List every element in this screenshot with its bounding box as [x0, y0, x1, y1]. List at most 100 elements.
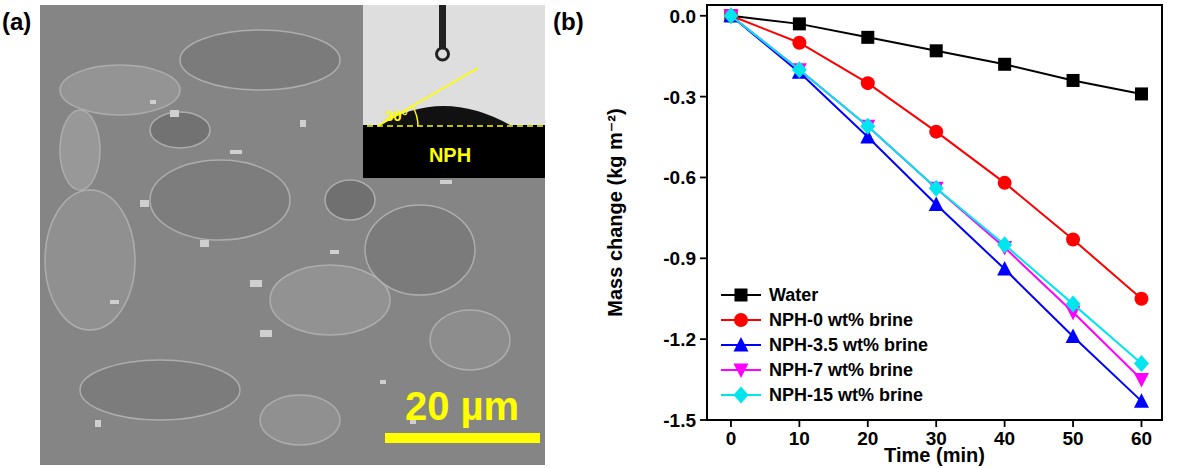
y-axis-title: Mass change (kg m⁻²): [604, 108, 626, 316]
data-point: [1134, 355, 1149, 372]
y-tick-label: -1.2: [663, 329, 696, 350]
y-tick: [700, 257, 707, 259]
data-group: [723, 7, 1149, 407]
y-tick-label: -1.5: [663, 410, 696, 431]
legend-label: NPH-15 wt% brine: [769, 385, 923, 405]
data-point: [792, 61, 807, 78]
data-point: [1135, 87, 1148, 100]
sem-particle: [300, 120, 306, 127]
x-tick: [1004, 420, 1006, 427]
series-line: [731, 16, 1142, 401]
sem-feature: [150, 112, 210, 148]
scale-bar: [385, 433, 540, 443]
data-point: [860, 118, 875, 135]
series-line: [731, 16, 1142, 364]
sem-feature: [45, 190, 135, 330]
y-tick: [700, 338, 707, 340]
inset-background: [363, 5, 545, 125]
y-tick-label: -0.6: [663, 167, 696, 188]
x-tick-label: 40: [994, 428, 1015, 449]
x-tick: [867, 420, 869, 427]
legend-label: NPH-7 wt% brine: [769, 360, 913, 380]
y-tick: [700, 15, 707, 17]
panel-label: (a): [2, 8, 31, 35]
data-point: [1134, 373, 1149, 388]
data-point: [723, 7, 738, 24]
data-point: [792, 36, 806, 50]
y-tick: [700, 419, 707, 421]
needle: [439, 5, 446, 49]
sem-particle: [230, 150, 242, 154]
series-line: [731, 16, 1142, 380]
data-point: [997, 236, 1012, 253]
figure: (a)30°NPH20 µm(b)0.0-0.3-0.6-0.9-1.2-1.5…: [0, 0, 1177, 468]
sem-feature: [80, 360, 240, 420]
data-point: [998, 58, 1011, 71]
sem-feature: [150, 160, 290, 240]
sem-particle: [150, 100, 156, 104]
data-point: [929, 125, 943, 139]
sem-particle: [200, 240, 209, 247]
baseline: [367, 125, 543, 127]
series-line: [731, 16, 1142, 94]
sem-feature: [270, 265, 390, 335]
x-tick-label: 50: [1062, 428, 1083, 449]
y-tick: [700, 96, 707, 98]
sem-particle: [170, 110, 179, 117]
data-point: [930, 44, 943, 57]
legend-label: Water: [769, 285, 818, 305]
legend-label: NPH-3.5 wt% brine: [769, 335, 928, 355]
legend-marker: [734, 337, 749, 352]
angle-label: 30°: [385, 107, 408, 124]
sem-feature: [60, 110, 100, 190]
tangent-line: [378, 68, 478, 126]
y-tick-label: 0.0: [670, 6, 696, 27]
sem-feature: [180, 30, 340, 90]
sample-label: NPH: [429, 144, 471, 166]
data-point: [998, 176, 1012, 190]
sem-feature: [60, 65, 180, 115]
data-point: [1134, 393, 1149, 408]
legend-marker: [734, 364, 749, 379]
data-point: [929, 196, 944, 211]
legend-marker: [734, 387, 749, 404]
x-tick: [935, 420, 937, 427]
sem-particle: [95, 420, 101, 427]
x-tick-label: 10: [789, 428, 810, 449]
panel-label: (b): [553, 8, 584, 35]
x-tick: [730, 420, 732, 427]
angle-arc: [413, 107, 418, 126]
data-point: [997, 261, 1012, 276]
data-point: [861, 76, 875, 90]
x-axis-title: Time (min): [884, 444, 985, 466]
droplet: [380, 106, 510, 125]
data-point: [793, 17, 806, 30]
y-tick: [700, 177, 707, 179]
sem-background: [40, 5, 545, 465]
sem-particle: [330, 250, 339, 254]
data-point: [929, 180, 944, 197]
sem-particle: [260, 330, 272, 337]
data-point: [1134, 292, 1148, 306]
sem-particle: [440, 180, 452, 184]
sem-particle: [110, 300, 119, 304]
sem-particle: [380, 380, 386, 384]
legend-marker: [734, 313, 748, 327]
sem-particle: [140, 200, 149, 207]
scale-bar-label: 20 µm: [405, 384, 519, 428]
data-point: [1066, 328, 1081, 343]
x-tick: [1141, 420, 1143, 427]
data-point: [1067, 74, 1080, 87]
x-tick-label: 60: [1131, 428, 1152, 449]
sem-feature: [430, 310, 510, 370]
sem-feature: [365, 205, 475, 295]
sem-feature: [325, 180, 375, 220]
x-tick: [798, 420, 800, 427]
data-point: [861, 31, 874, 44]
legend-marker: [735, 289, 748, 302]
legend-label: NPH-0 wt% brine: [769, 310, 913, 330]
x-tick-label: 0: [726, 428, 737, 449]
needle-tip: [437, 48, 449, 60]
sem-particle: [250, 280, 262, 287]
x-tick: [1072, 420, 1074, 427]
